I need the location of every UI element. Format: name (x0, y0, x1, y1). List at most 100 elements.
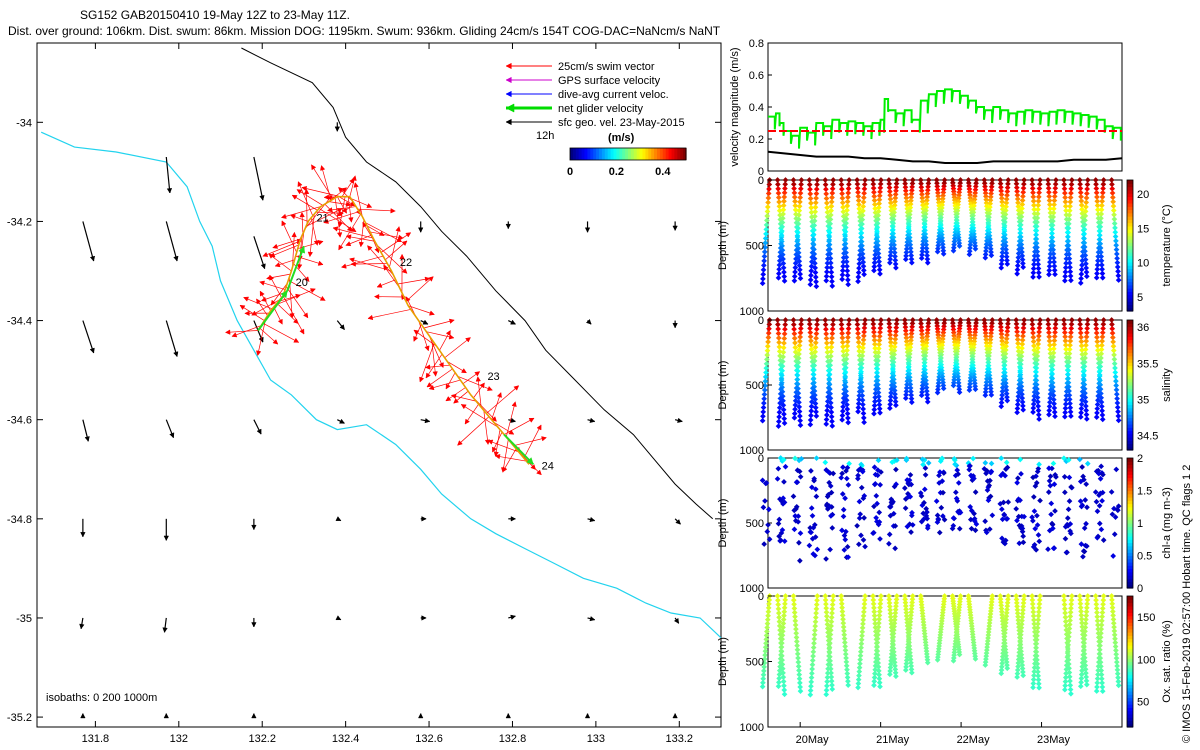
colorbar-cell (628, 148, 632, 160)
section-point (908, 252, 915, 259)
section-point (1052, 189, 1058, 196)
section-colorbar-tick-label: 5 (1137, 292, 1143, 304)
section-point (935, 199, 942, 206)
swim-vector (262, 322, 300, 343)
section-point (875, 212, 882, 219)
colorbar-cell (648, 148, 652, 160)
swim-vector-head (465, 337, 471, 343)
section-point (778, 232, 785, 239)
geo-vector-head (422, 319, 429, 325)
swim-vector (244, 310, 270, 316)
section-point (1045, 177, 1051, 183)
swim-vector (349, 175, 357, 197)
swim-vector (450, 393, 477, 402)
section-point (1020, 189, 1027, 196)
section-point (1033, 223, 1040, 230)
section-point (759, 683, 766, 690)
section-y-tick-label: 500 (746, 518, 764, 530)
map-x-tick-label: 133.2 (666, 733, 694, 745)
swim-vector (462, 371, 481, 385)
swim-vector-head (311, 164, 317, 171)
section-point (1113, 246, 1120, 253)
swim-vector-head (493, 451, 499, 457)
section-point (908, 194, 915, 201)
geo-vector (508, 516, 517, 522)
swim-vector-head (475, 376, 481, 382)
section-point (981, 180, 988, 187)
colorbar-cell (659, 148, 664, 160)
section-point (909, 184, 916, 190)
section-point (808, 263, 815, 270)
section-point (812, 199, 819, 206)
section-point (1003, 253, 1010, 260)
section-point (1031, 206, 1038, 213)
section-point (1014, 270, 1020, 277)
section-point (1050, 214, 1057, 220)
swim-vector-head (313, 240, 319, 246)
swim-vector-shaft (397, 278, 430, 285)
swim-vector (291, 231, 297, 268)
section-point (1019, 256, 1026, 263)
geo-vector-head (672, 712, 678, 719)
section-point (861, 185, 868, 192)
section-point (1096, 240, 1102, 247)
colorbar-cell (607, 148, 612, 160)
section-point (1035, 261, 1042, 268)
geo-vector-head (418, 712, 424, 719)
swim-vector-shaft (310, 217, 318, 246)
section-point (920, 234, 927, 241)
section-point (939, 241, 946, 248)
swim-vector (273, 306, 283, 325)
swim-vector-head (350, 261, 356, 267)
section-colorbar-frame (1126, 179, 1134, 312)
section-point (923, 200, 930, 207)
section-point (967, 241, 974, 248)
swim-vector (493, 421, 515, 435)
swim-vector-head (450, 393, 457, 400)
section-point (1097, 228, 1103, 234)
section-point (840, 259, 847, 265)
section-point (1111, 220, 1118, 227)
section-point (1061, 181, 1068, 188)
section-point (861, 181, 868, 188)
section-point (808, 204, 815, 211)
geo-vector-head (585, 318, 592, 325)
section-point (1032, 240, 1039, 247)
section-point (841, 246, 848, 252)
swim-vector-shaft (257, 318, 267, 356)
section-point (1068, 190, 1074, 196)
header-line-1: SG152 GAB20150410 19-May 12Z to 23-May 1… (80, 8, 350, 22)
section-point (854, 181, 861, 187)
legend-label: dive-avg current veloc. (558, 89, 669, 101)
section-point (1083, 265, 1090, 271)
section-y-label: Depth (m) (717, 361, 729, 410)
section-colorbar-cell (1127, 222, 1133, 227)
section-point (925, 177, 932, 183)
section-point (1020, 185, 1027, 191)
section-colorbar-cell (1127, 255, 1133, 260)
section-point (1062, 273, 1068, 280)
legend-swatch (505, 62, 552, 70)
section-point (843, 216, 850, 222)
section-point (877, 188, 883, 195)
geo-vector-shaft (82, 221, 95, 262)
section-point (1015, 199, 1021, 206)
colorbar-title: (m/s) (608, 132, 635, 144)
section-point (887, 196, 894, 202)
section-point (793, 256, 799, 262)
swim-vector-head (425, 372, 431, 379)
section-point (1046, 267, 1053, 274)
section-point (1050, 205, 1057, 212)
geo-vector (672, 712, 678, 719)
swim-vector-head (293, 318, 299, 324)
geo-vector (587, 616, 596, 622)
swim-vector-head (413, 335, 419, 342)
swim-vector-head (511, 401, 517, 408)
section-point (807, 281, 814, 288)
section-point (793, 247, 800, 253)
section-point (1017, 222, 1024, 228)
section-point (1061, 190, 1068, 196)
section-point (826, 229, 833, 236)
section-point (809, 245, 816, 251)
section-point (858, 225, 865, 232)
